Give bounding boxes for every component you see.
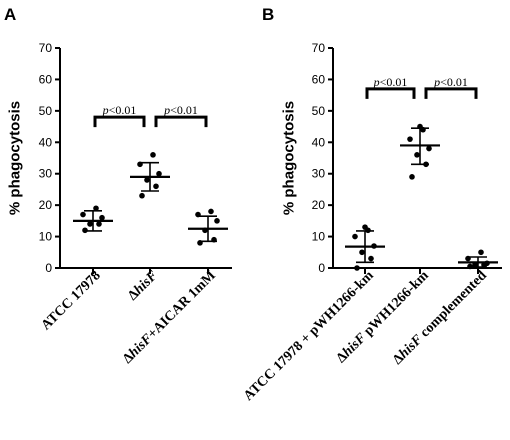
y-tick-label: 30 xyxy=(312,167,326,181)
data-point xyxy=(352,233,358,240)
data-point xyxy=(354,265,360,271)
data-point xyxy=(359,249,365,256)
significance-bracket xyxy=(93,115,146,128)
data-point xyxy=(362,224,368,230)
p-value-label: p<0.01 xyxy=(373,75,408,89)
p-value-label: p<0.01 xyxy=(102,103,137,117)
group-3 xyxy=(188,208,228,246)
category-label: ΔhisF xyxy=(125,268,161,304)
group-1 xyxy=(73,205,113,234)
data-point xyxy=(407,136,413,142)
panel-a: A 0 10 20 30 40 50 60 70 % phagocytosis ATCC 17978… xyxy=(4,5,232,367)
group-1 xyxy=(345,224,385,271)
data-point xyxy=(368,255,374,262)
group-2 xyxy=(130,152,170,199)
data-point xyxy=(214,218,220,224)
y-tick-label: 0 xyxy=(318,261,325,275)
y-tick-label: 20 xyxy=(39,198,53,212)
data-point xyxy=(208,208,214,215)
y-axis-label: % phagocytosis xyxy=(280,101,297,215)
y-tick-label: 60 xyxy=(39,72,53,86)
y-axis-label: % phagocytosis xyxy=(6,101,23,215)
y-tick-label: 50 xyxy=(312,104,326,118)
data-point xyxy=(93,205,99,212)
data-point xyxy=(139,192,145,199)
y-tick-label: 10 xyxy=(312,230,326,244)
data-point xyxy=(153,183,159,190)
y-tick-label: 70 xyxy=(312,41,326,55)
y-tick-label: 40 xyxy=(39,135,53,149)
p-value-label: p<0.01 xyxy=(433,75,468,89)
category-label: ΔhisF pWH1266-km xyxy=(334,268,432,366)
y-tick-label: 20 xyxy=(312,198,326,212)
data-point xyxy=(426,145,432,152)
significance-bracket xyxy=(424,87,478,99)
data-point xyxy=(478,249,484,256)
y-tick-label: 60 xyxy=(312,72,326,86)
y-tick-label: 10 xyxy=(39,230,53,244)
data-point xyxy=(96,221,102,227)
data-point xyxy=(409,174,415,180)
panel-letter: A xyxy=(4,5,16,24)
data-point xyxy=(87,221,93,227)
group-2 xyxy=(400,123,440,180)
p-value-label: p<0.01 xyxy=(163,103,198,117)
y-tick-label: 0 xyxy=(45,261,52,275)
y-tick-label: 70 xyxy=(39,41,53,55)
panel-letter: B xyxy=(262,5,274,24)
data-point xyxy=(99,214,105,221)
y-tick-label: 50 xyxy=(39,104,53,118)
data-point xyxy=(80,211,86,218)
significance-bracket xyxy=(365,87,416,99)
group-3 xyxy=(458,249,498,270)
data-point xyxy=(144,177,150,183)
data-point xyxy=(414,152,420,158)
significance-bracket xyxy=(154,115,208,128)
data-point xyxy=(150,152,156,158)
y-tick-label: 30 xyxy=(39,167,53,181)
category-label: ATCC 17978 xyxy=(39,268,104,333)
data-point xyxy=(156,170,162,177)
y-tick-label: 40 xyxy=(312,135,326,149)
